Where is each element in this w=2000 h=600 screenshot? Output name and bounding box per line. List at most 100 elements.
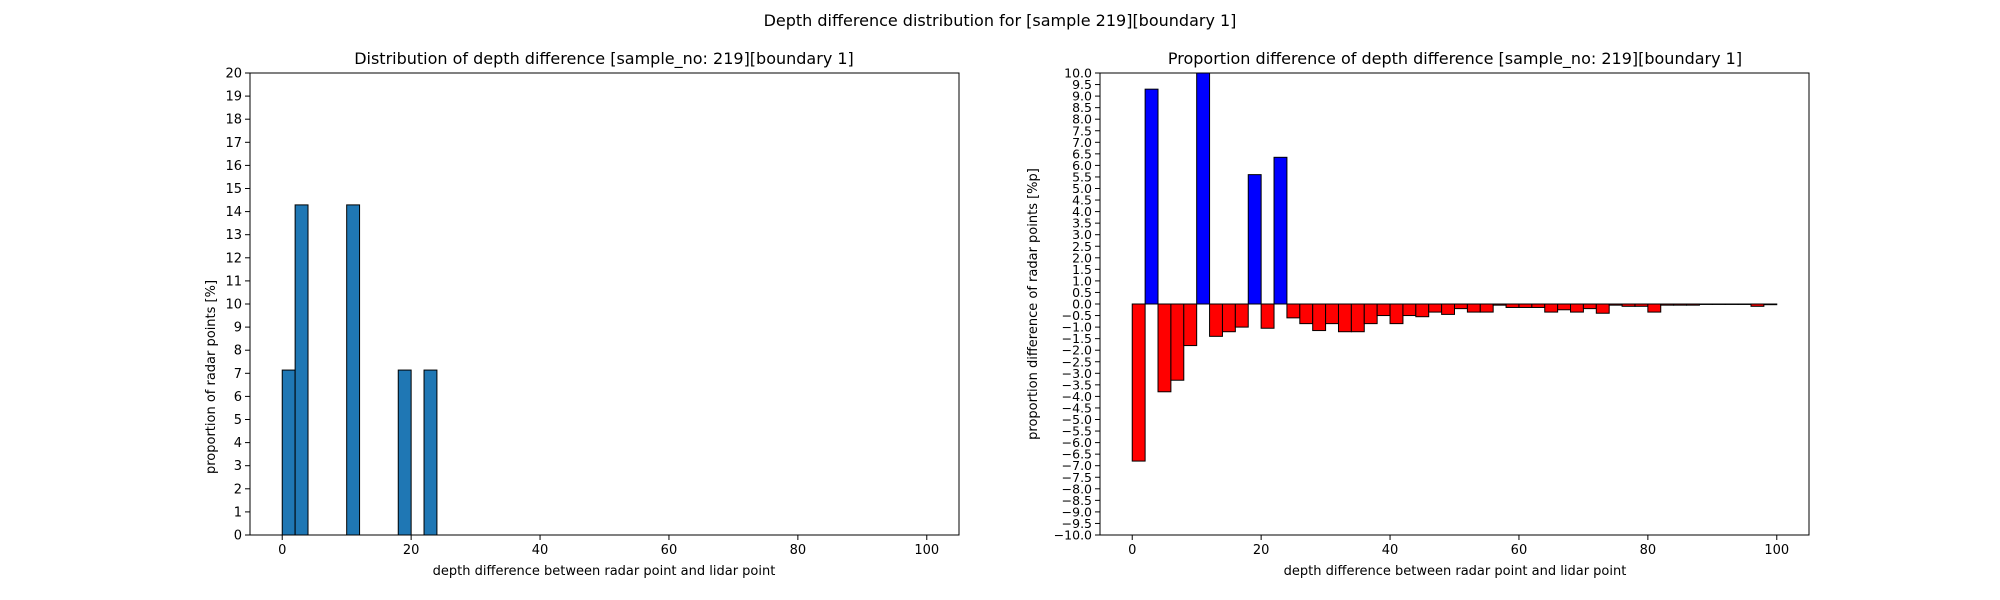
proportion-difference-ytick-label: −7.5 — [1062, 470, 1092, 485]
distribution-chart: Distribution of depth difference [sample… — [204, 49, 960, 579]
proportion-difference-ytick-label: −3.5 — [1062, 377, 1092, 392]
distribution-bar-18 — [397, 369, 412, 536]
proportion-difference-bar-8 — [1183, 303, 1198, 347]
proportion-difference-bar-32 — [1337, 303, 1352, 333]
proportion-difference-chart-ylabel: proportion difference of radar points [%… — [1026, 168, 1041, 440]
proportion-difference-ytick-label: 5.5 — [1072, 169, 1092, 184]
proportion-difference-bar-10 — [1196, 72, 1211, 305]
proportion-difference-ytick-label: 8.5 — [1072, 100, 1092, 115]
distribution-ytick-label: 6 — [234, 390, 242, 405]
proportion-difference-bar-72 — [1595, 303, 1610, 314]
distribution-xtick-label: 0 — [278, 543, 286, 558]
distribution-xtick-label: 40 — [532, 543, 549, 558]
proportion-difference-ytick-label: −4.5 — [1062, 400, 1092, 415]
proportion-difference-ytick-label: −5.0 — [1062, 412, 1092, 427]
proportion-difference-bar-2 — [1144, 88, 1159, 305]
proportion-difference-ytick-label: −8.0 — [1062, 481, 1092, 496]
distribution-ytick-label: 19 — [225, 90, 242, 105]
distribution-chart-ylabel: proportion of radar points [%] — [204, 280, 219, 474]
proportion-difference-ytick-label: −5.5 — [1062, 424, 1092, 439]
proportion-difference-bar-22 — [1273, 156, 1288, 305]
proportion-difference-bar-96 — [1750, 303, 1765, 307]
proportion-difference-ytick-label: 6.0 — [1072, 158, 1092, 173]
proportion-difference-bar-78 — [1634, 303, 1649, 307]
proportion-difference-bar-76 — [1621, 303, 1636, 307]
distribution-ytick-label: 7 — [234, 367, 242, 382]
proportion-difference-ytick-label: −10.0 — [1054, 528, 1092, 543]
distribution-ytick-label: 13 — [225, 228, 242, 243]
proportion-difference-ytick-label: 0.5 — [1072, 285, 1092, 300]
distribution-bar-2 — [294, 204, 309, 536]
proportion-difference-bar-30 — [1325, 303, 1339, 325]
proportion-difference-bar-50 — [1454, 303, 1468, 310]
proportion-difference-ytick-label: −2.0 — [1062, 343, 1092, 358]
proportion-difference-bar-66 — [1557, 303, 1572, 311]
distribution-ytick-label: 12 — [225, 251, 242, 266]
distribution-ytick-label: 9 — [234, 321, 242, 336]
proportion-difference-bar-34 — [1350, 303, 1365, 333]
proportion-difference-ytick-label: −3.0 — [1062, 366, 1092, 381]
proportion-difference-bar-16 — [1234, 303, 1249, 328]
proportion-difference-ytick-label: 3.5 — [1072, 216, 1092, 231]
distribution-ytick-label: 18 — [225, 113, 242, 128]
proportion-difference-bar-52 — [1466, 303, 1481, 313]
proportion-difference-bar-6 — [1170, 303, 1185, 381]
proportion-difference-xtick-label: 40 — [1382, 543, 1399, 558]
proportion-difference-ytick-label: 3.0 — [1072, 227, 1092, 242]
proportion-difference-bar-0 — [1131, 303, 1146, 462]
proportion-difference-bar-20 — [1260, 303, 1275, 329]
proportion-difference-x-ticks: 0 20 40 60 80 100 — [1128, 535, 1789, 558]
distribution-ytick-label: 15 — [225, 182, 242, 197]
distribution-xtick-label: 60 — [661, 543, 678, 558]
proportion-difference-bar-56 — [1492, 303, 1507, 306]
figure-suptitle: Depth difference distribution for [sampl… — [764, 11, 1237, 30]
proportion-difference-bar-26 — [1299, 303, 1314, 325]
proportion-difference-ytick-label: −0.5 — [1062, 308, 1092, 323]
distribution-bar-22 — [423, 369, 438, 536]
proportion-difference-ytick-label: 9.5 — [1072, 77, 1092, 92]
distribution-ytick-label: 17 — [225, 136, 242, 151]
proportion-difference-bar-38 — [1376, 303, 1391, 317]
proportion-difference-bar-40 — [1389, 303, 1404, 325]
proportion-difference-ytick-label: 7.5 — [1072, 123, 1092, 138]
proportion-difference-ytick-label: 4.0 — [1072, 204, 1092, 219]
distribution-bar-10 — [346, 204, 361, 536]
distribution-x-ticks: 0 20 40 60 80 100 — [278, 535, 939, 558]
distribution-chart-title: Distribution of depth difference [sample… — [354, 49, 854, 69]
proportion-difference-ytick-label: −9.0 — [1062, 504, 1092, 519]
proportion-difference-bar-44 — [1415, 303, 1430, 318]
proportion-difference-ytick-label: −9.5 — [1062, 516, 1092, 531]
distribution-xtick-label: 20 — [403, 543, 420, 558]
proportion-difference-ytick-label: −6.5 — [1062, 447, 1092, 462]
distribution-ytick-label: 0 — [234, 529, 242, 544]
proportion-difference-chart-title: Proportion difference of depth differenc… — [1168, 49, 1742, 69]
distribution-ytick-label: 1 — [234, 505, 242, 520]
proportion-difference-bar-68 — [1570, 303, 1584, 313]
proportion-difference-bar-86 — [1686, 303, 1700, 306]
proportion-difference-bar-54 — [1479, 303, 1494, 313]
proportion-difference-ytick-label: 10.0 — [1064, 66, 1092, 81]
proportion-difference-xtick-label: 0 — [1128, 543, 1136, 558]
proportion-difference-bar-84 — [1673, 303, 1688, 306]
proportion-difference-bar-24 — [1286, 303, 1301, 319]
distribution-ytick-label: 8 — [234, 344, 242, 359]
proportion-difference-xtick-label: 20 — [1253, 543, 1270, 558]
proportion-difference-xtick-label: 80 — [1640, 543, 1657, 558]
proportion-difference-bar-48 — [1441, 303, 1455, 315]
proportion-difference-ytick-label: 6.5 — [1072, 146, 1092, 161]
proportion-difference-ytick-label: −4.0 — [1062, 389, 1092, 404]
proportion-difference-bar-28 — [1312, 303, 1327, 332]
proportion-difference-bar-12 — [1209, 303, 1223, 337]
proportion-difference-bar-64 — [1544, 303, 1559, 313]
distribution-chart-xlabel: depth difference between radar point and… — [433, 564, 776, 579]
proportion-difference-bar-58 — [1505, 303, 1520, 308]
proportion-difference-xtick-label: 100 — [1764, 543, 1789, 558]
proportion-difference-ytick-label: −1.0 — [1062, 320, 1092, 335]
distribution-plot-frame — [249, 72, 960, 536]
distribution-ytick-label: 16 — [225, 159, 242, 174]
proportion-difference-y-ticks: −10.0−9.5−9.0−8.5−8.0−7.5−7.0−6.5−6.0−5.… — [1054, 66, 1100, 543]
proportion-difference-bar-98 — [1763, 303, 1778, 306]
proportion-difference-ytick-label: 8.0 — [1072, 112, 1092, 127]
